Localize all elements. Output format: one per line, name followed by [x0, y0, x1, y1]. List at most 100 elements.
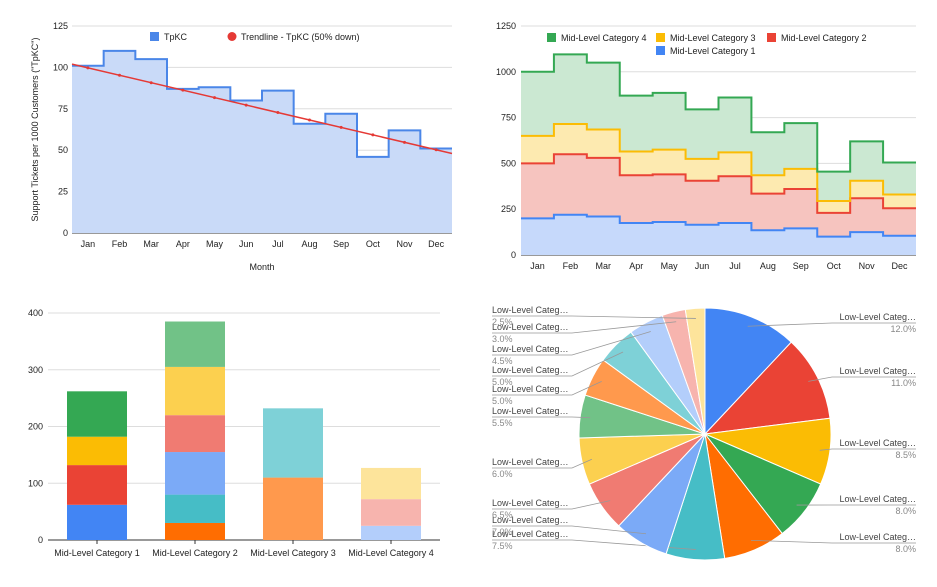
pie-leader-line — [492, 458, 593, 469]
pie-percent: 8.5% — [895, 450, 916, 460]
pie-leader-line — [492, 315, 696, 319]
pie-label: Low-Level Categ… — [492, 498, 569, 508]
bar-segment — [165, 366, 225, 416]
series-line-3 — [521, 123, 916, 202]
bar-segment — [361, 525, 421, 540]
pie-percent: 11.0% — [891, 378, 916, 388]
x-tick-label: Apr — [176, 239, 190, 249]
bar-segment — [165, 321, 225, 367]
series-line-4 — [521, 53, 916, 173]
legend-swatch — [227, 32, 237, 41]
low-level-pie-chart: Low-Level Categ… 12.0% Low-Level Categ… 11.… — [492, 305, 916, 561]
bar-segment — [165, 452, 225, 495]
legend-label: TpKC — [164, 32, 188, 42]
mid-level-stacked-area-chart: 0 250 500 750 1000 1250 Jan Feb Mar Apr May Jun Jul A… — [496, 21, 916, 271]
pie-percent: 8.0% — [895, 506, 916, 516]
bar-segment — [67, 391, 127, 437]
y-tick-label: 0 — [38, 535, 43, 545]
pie-percent: 4.5% — [492, 356, 513, 366]
pie-label: Low-Level Categ… — [839, 312, 916, 322]
x-tick-label: Jun — [239, 239, 254, 249]
x-axis-title: Month — [249, 262, 274, 272]
bar-segment — [67, 436, 127, 466]
trendline-point — [118, 73, 121, 77]
pie-label: Low-Level Categ… — [492, 322, 569, 332]
trendline-point — [339, 125, 343, 129]
x-tick-label: Mid-Level Category 3 — [250, 548, 336, 558]
x-tick-label: Mid-Level Category 4 — [348, 548, 434, 558]
x-tick-label: Mar — [596, 261, 612, 271]
legend-swatch — [656, 33, 665, 42]
pie-percent: 8.0% — [895, 544, 916, 554]
x-tick-label: Mid-Level Category 1 — [54, 548, 140, 558]
legend-label: Mid-Level Category 1 — [670, 46, 756, 56]
y-tick-label: 1000 — [496, 67, 516, 77]
legend-label: Trendline - TpKC (50% down) — [241, 32, 360, 42]
x-tick-label: Dec — [428, 239, 445, 249]
pie-leader-line — [492, 331, 651, 356]
tpkc-step-area-chart: 0 25 50 75 100 125 Jan Feb Mar Apr May Jun Jul Aug Sep… — [30, 21, 453, 272]
y-tick-label: 500 — [501, 158, 516, 168]
bar-segment — [67, 504, 127, 540]
series-line-1 — [521, 213, 916, 238]
x-tick-label: Jul — [729, 261, 741, 271]
bar-segment — [165, 522, 225, 540]
x-tick-label: Nov — [396, 239, 413, 249]
series-line-2 — [521, 153, 916, 214]
pie-percent: 5.0% — [492, 396, 513, 406]
bar-segment — [165, 415, 225, 453]
x-tick-label: Apr — [629, 261, 643, 271]
legend-swatch — [767, 33, 776, 42]
pie-label: Low-Level Categ… — [492, 515, 569, 525]
pie-label: Low-Level Categ… — [492, 406, 569, 416]
trendline-point — [403, 140, 406, 144]
x-tick-label: May — [206, 239, 224, 249]
legend-swatch — [656, 46, 665, 55]
pie-label: Low-Level Categ… — [492, 529, 569, 539]
x-tick-label: Jan — [81, 239, 96, 249]
y-tick-label: 125 — [53, 21, 68, 31]
x-tick-label: Mar — [143, 239, 159, 249]
pie-leader-line — [808, 376, 916, 382]
x-tick-label: May — [661, 261, 679, 271]
y-axis-title: Support Tickets per 1000 Customers ("TpK… — [30, 38, 40, 222]
pie-leader-line — [751, 539, 916, 544]
pie-leader-line — [747, 322, 916, 327]
bar-segment — [67, 465, 127, 505]
x-tick-label: Feb — [112, 239, 128, 249]
trendline-point — [308, 118, 311, 122]
series-area-1 — [521, 214, 916, 255]
pie-percent: 5.0% — [492, 377, 513, 387]
x-tick-label: Oct — [827, 261, 842, 271]
y-tick-label: 750 — [501, 113, 516, 123]
x-tick-label: Aug — [301, 239, 317, 249]
pie-leader-line — [492, 500, 611, 510]
pie-percent: 7.0% — [492, 527, 513, 537]
pie-percent: 12.0% — [890, 324, 916, 334]
x-tick-label: Jun — [695, 261, 710, 271]
x-tick-label: Nov — [859, 261, 876, 271]
x-tick-label: Feb — [563, 261, 579, 271]
y-tick-label: 75 — [58, 104, 68, 114]
trendline-point — [149, 81, 153, 85]
y-tick-label: 100 — [53, 62, 68, 72]
pie-label: Low-Level Categ… — [839, 366, 916, 376]
pie-slice — [704, 307, 792, 436]
bar-segment — [263, 408, 323, 478]
legend-swatch — [547, 33, 556, 42]
pie-leader-line — [492, 525, 647, 535]
trendline-point — [434, 148, 438, 152]
bar-segment — [361, 467, 421, 500]
y-tick-label: 0 — [63, 228, 68, 238]
pie-leader-line — [492, 381, 602, 396]
y-tick-label: 300 — [28, 365, 43, 375]
pie-percent: 6.5% — [492, 510, 513, 520]
x-tick-label: Sep — [333, 239, 349, 249]
y-tick-label: 250 — [501, 204, 516, 214]
trendline-point — [86, 66, 90, 70]
trendline-point — [371, 133, 375, 137]
y-tick-label: 400 — [28, 308, 43, 318]
pie-label: Low-Level Categ… — [492, 384, 569, 394]
pie-slice — [703, 341, 831, 435]
legend-label: Mid-Level Category 4 — [561, 33, 647, 43]
